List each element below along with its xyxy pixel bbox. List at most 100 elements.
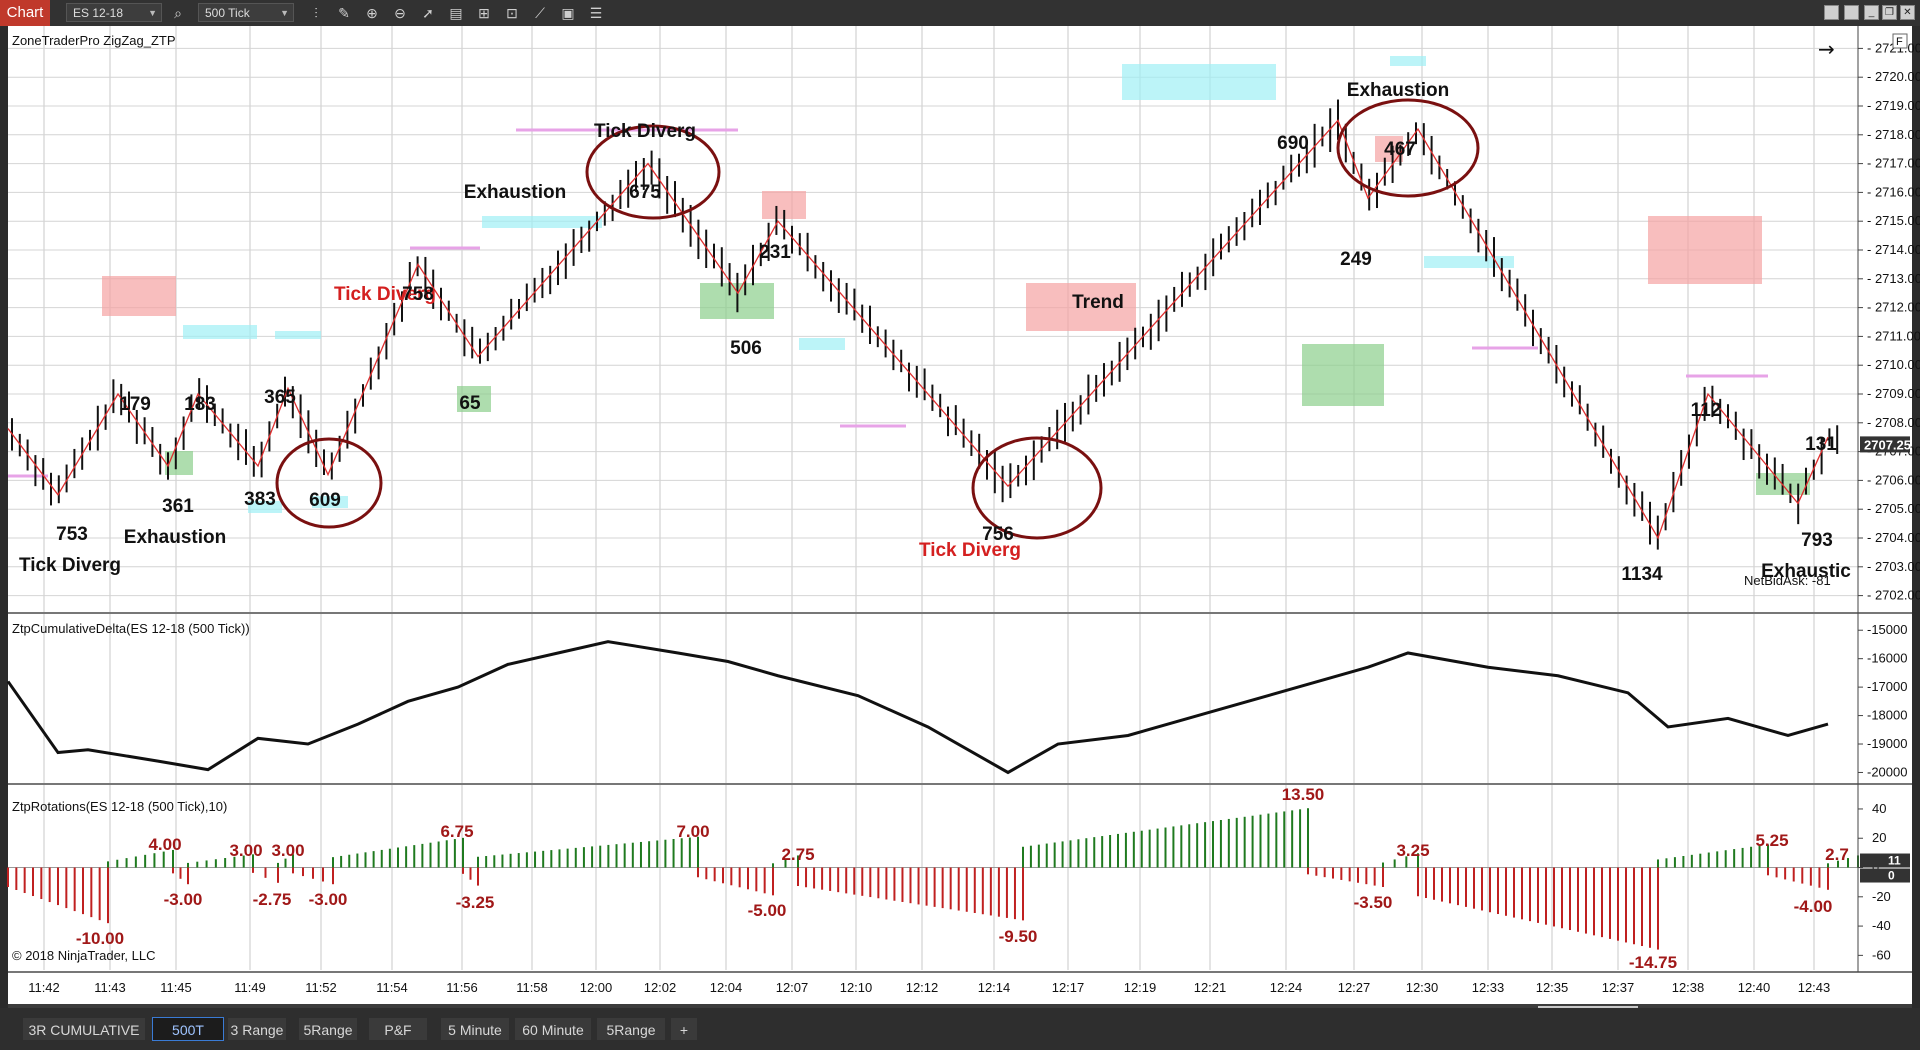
annotation-label: Tick Diverg [334,284,436,305]
bottom-tab-7[interactable]: 5Range [596,1017,666,1041]
bottom-tab-3[interactable]: 5Range [298,1017,358,1041]
bottom-tab-0[interactable]: 3R CUMULATIVE [22,1017,146,1041]
window-minimize-icon[interactable]: _ [1864,5,1879,20]
x-tick-label: 12:07 [776,980,809,995]
zone-box [1122,64,1276,100]
x-tick-label: 11:49 [234,980,266,995]
arrow-right-icon[interactable]: → [1818,37,1835,61]
rotation-tick-label: -20 [1872,889,1891,904]
current-price-label: 2707.25 [1864,437,1911,452]
rotation-histogram [7,808,1859,950]
interval-selector[interactable]: 500 Tick ▼ [198,3,294,22]
rotation-value-label: 7.00 [676,822,709,841]
rotation-value-label: -3.25 [456,893,495,912]
zigzag-polyline [7,119,1829,540]
pencil-icon[interactable]: ✎ [338,5,350,21]
float-toggle-icon: F [1896,36,1903,48]
x-tick-label: 12:04 [710,980,743,995]
zone-box [1302,344,1384,406]
pivot-label: 365 [264,387,296,408]
pivot-label: 467 [1384,139,1416,160]
indicators-icon[interactable]: ⊞ [478,5,490,21]
bottom-tab-1[interactable]: 500T [152,1017,224,1041]
zone-box [1390,56,1426,66]
rotation-value-label: 2.75 [781,845,814,864]
price-panel-label: ZoneTraderPro ZigZag_ZTP [12,33,176,48]
rotation-value-label: -3.00 [309,890,348,909]
rotation-value-label: 13.50 [1282,785,1325,804]
pivot-label: 361 [162,496,194,517]
instrument-selector[interactable]: ES 12-18 ▼ [66,3,162,22]
zoom-in-icon[interactable]: ⊕ [366,5,378,21]
pivot-label: 131 [1805,434,1837,455]
y-tick-label: - 2709.00 [1867,386,1920,401]
cumulative-delta-line [6,640,1829,775]
pivot-label: 383 [244,489,276,510]
rotation-tick-label: -40 [1872,918,1891,933]
pivot-label: 793 [1801,530,1833,551]
netbidask-label: NetBidAsk: -81 [1744,573,1831,588]
bottom-tab-5[interactable]: 5 Minute [440,1017,510,1041]
properties-icon[interactable]: ⟋ [535,5,545,21]
copyright-label: © 2018 NinjaTrader, LLC [12,948,156,963]
zone-box [1424,256,1514,268]
pivot-label: 231 [759,242,791,263]
zoom-out-icon[interactable]: ⊖ [394,5,406,21]
pivot-label: 753 [56,524,88,545]
pivot-label: 249 [1340,249,1372,270]
cumdelta-tick-label: -19000 [1867,736,1907,751]
y-tick-label: - 2718.00 [1867,127,1920,142]
instrument-label: ES 12-18 [73,6,124,20]
y-tick-label: - 2706.00 [1867,472,1920,487]
x-tick-label: 11:56 [446,980,478,995]
bottom-tab-6[interactable]: 60 Minute [514,1017,592,1041]
window-maximize-button[interactable]: ❐ [1882,5,1897,20]
pivot-label: 1134 [1621,564,1663,585]
annotation-label: Tick Diverg [594,121,696,142]
x-tick-label: 12:43 [1798,980,1831,995]
y-tick-label: - 2704.00 [1867,530,1920,545]
magnifier-icon[interactable]: ⌕ [174,5,182,21]
rotation-value-label: 3.25 [1396,841,1429,860]
pivot-label: 179 [119,394,151,415]
strategies-icon[interactable]: ⊡ [506,5,518,21]
zone-box [799,338,845,350]
highlight-circle [275,437,383,529]
rotation-value-label: -3.00 [164,890,203,909]
rotation-value-label: 2.7 [1825,845,1849,864]
rotation-value-label: -3.50 [1354,893,1393,912]
bottom-tab-4[interactable]: P&F [368,1017,428,1041]
bottom-tab-8[interactable]: + [670,1017,698,1041]
bottom-tab-2[interactable]: 3 Range [227,1017,287,1041]
x-tick-label: 11:52 [305,980,337,995]
settings-icon[interactable]: ▣ [561,5,575,21]
window-restore-button[interactable] [1824,5,1839,20]
pivot-label: 756 [982,524,1014,545]
window-minimize-button[interactable] [1844,5,1859,20]
x-tick-label: 12:30 [1406,980,1439,995]
rotation-value-label: -2.75 [253,890,292,909]
zone-box [183,325,257,339]
y-tick-label: - 2705.00 [1867,501,1920,516]
chart-tab[interactable]: Chart [0,0,50,26]
highlight-circles [275,98,1480,540]
cumdelta-tick-label: -16000 [1867,651,1907,666]
interval-label: 500 Tick [205,6,250,20]
y-tick-label: - 2717.00 [1867,156,1920,171]
rotation-value-label: -10.00 [76,929,124,948]
chart-area[interactable]: 11:42 11:43 11:45 11:49 11:52 11:54 11:56 11:58… [0,26,1920,1008]
zone-box [457,386,491,412]
bar-type-icon[interactable]: ⫶ [314,5,318,21]
float-toggle-button[interactable] [1892,33,1908,49]
list-icon[interactable]: ☰ [589,5,603,21]
pivot-label: 690 [1277,133,1309,154]
window-close-button[interactable]: ✕ [1900,5,1915,20]
annotation-label: Tick Diverg [919,540,1021,561]
template-icon[interactable]: ▤ [449,5,463,21]
zigzag-line [7,119,1829,540]
x-tick-label: 12:33 [1472,980,1505,995]
chevron-down-icon: ▼ [280,8,289,18]
pointer-icon[interactable]: ➚ [422,5,434,21]
pivot-label: 675 [629,182,661,203]
